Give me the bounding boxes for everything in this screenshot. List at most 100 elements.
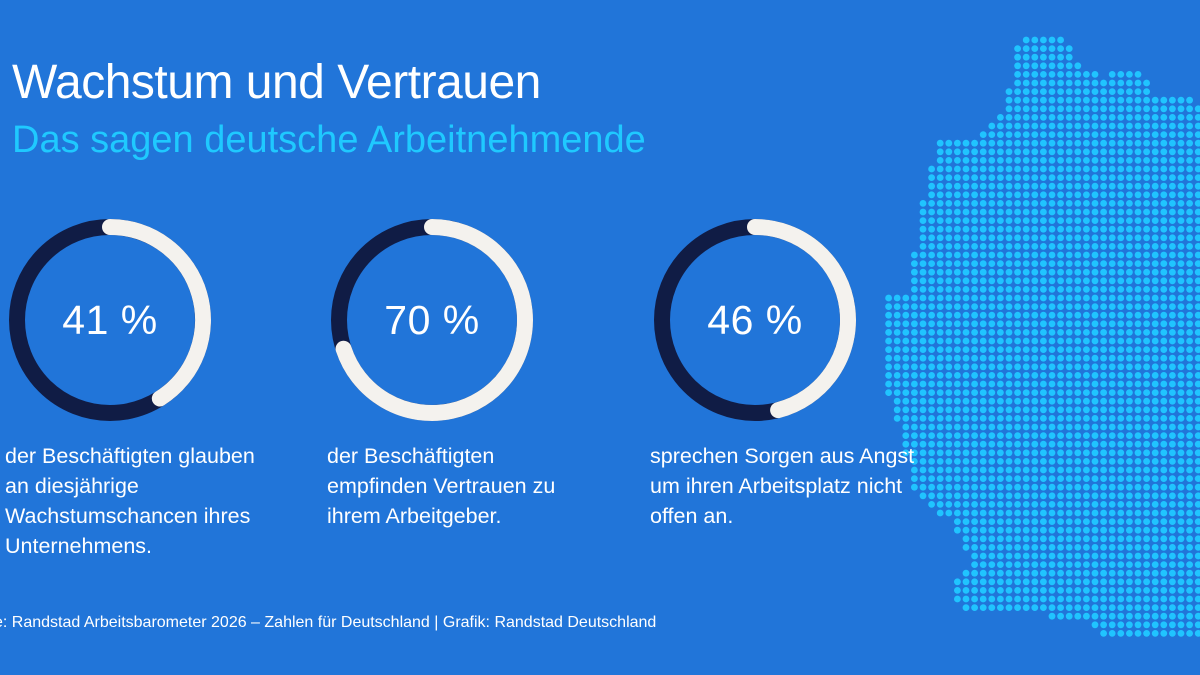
map-dot [1005, 105, 1013, 113]
map-dot [1126, 131, 1133, 139]
map-dot [1065, 475, 1073, 482]
map-dot [1031, 217, 1039, 225]
map-dot [1151, 466, 1159, 474]
map-dot [1014, 294, 1021, 302]
map-dot [1134, 535, 1142, 543]
map-dot [1083, 389, 1090, 396]
map-dot [1048, 432, 1056, 439]
map-dot [988, 604, 996, 611]
map-dot [1014, 88, 1021, 95]
map-dot [1014, 561, 1021, 568]
map-dot [962, 286, 970, 293]
map-dot [1143, 458, 1150, 465]
map-dot [1074, 604, 1082, 611]
map-dot [1057, 363, 1064, 371]
map-dot [979, 526, 987, 534]
map-dot [1108, 337, 1116, 345]
map-dot [936, 483, 944, 491]
map-dot [945, 294, 953, 302]
map-dot [1194, 423, 1200, 431]
map-dot [954, 208, 961, 216]
map-dot [1040, 526, 1047, 534]
map-dot [1134, 372, 1142, 379]
map-dot [979, 372, 987, 379]
map-dot [1143, 397, 1150, 405]
map-dot [1143, 243, 1150, 250]
map-dot [919, 251, 927, 259]
map-dot [1186, 483, 1193, 491]
map-dot [1177, 182, 1185, 190]
map-dot [1100, 96, 1107, 104]
map-dot [1177, 311, 1185, 319]
map-dot [1186, 337, 1193, 345]
map-dot [1040, 363, 1047, 371]
map-dot [1074, 372, 1082, 379]
map-dot [1117, 251, 1125, 259]
map-dot [1022, 320, 1030, 328]
map-dot [979, 148, 987, 156]
map-dot [971, 320, 978, 328]
map-dot [1186, 458, 1193, 465]
map-dot [1186, 157, 1193, 164]
map-dot [988, 483, 996, 491]
map-dot [1022, 501, 1030, 508]
map-dot [1126, 114, 1133, 121]
map-dot [945, 346, 953, 353]
map-dot [1177, 96, 1185, 104]
map-dot [1074, 458, 1082, 465]
map-dot [1091, 139, 1099, 147]
map-dot [1040, 509, 1047, 517]
map-dot [1194, 191, 1200, 199]
map-dot [1031, 294, 1039, 302]
map-dot [911, 423, 918, 431]
map-dot [1005, 552, 1013, 560]
map-dot [962, 535, 970, 543]
map-dot [928, 217, 935, 225]
map-dot [1057, 234, 1064, 242]
map-dot [1074, 157, 1082, 164]
map-dot [1014, 165, 1021, 173]
map-dot [1194, 458, 1200, 465]
map-dot [919, 389, 927, 396]
map-dot [1057, 449, 1064, 457]
map-dot [1194, 621, 1200, 629]
map-dot [1040, 406, 1047, 414]
map-dot [919, 294, 927, 302]
map-dot [1160, 372, 1168, 379]
map-dot [962, 380, 970, 388]
map-dot [902, 372, 910, 379]
map-dot [1160, 243, 1168, 250]
map-dot [945, 157, 953, 164]
map-dot [1040, 208, 1047, 216]
map-dot [1177, 612, 1185, 620]
map-dot [997, 397, 1004, 405]
map-dot [1083, 449, 1090, 457]
map-dot [1065, 79, 1073, 87]
map-dot [1100, 217, 1107, 225]
map-dot [1065, 415, 1073, 422]
map-dot [971, 561, 978, 568]
map-dot [962, 139, 970, 147]
map-dot [954, 251, 961, 259]
map-dot [979, 303, 987, 310]
map-dot [1083, 578, 1090, 586]
map-dot [919, 440, 927, 448]
map-dot [1143, 148, 1150, 156]
map-dot [1177, 389, 1185, 396]
map-dot [1143, 501, 1150, 508]
map-dot [1014, 346, 1021, 353]
map-dot [1177, 569, 1185, 577]
map-dot [1083, 346, 1090, 353]
map-dot [1134, 157, 1142, 164]
map-dot [1065, 114, 1073, 121]
map-dot [1117, 260, 1125, 267]
map-dot [1040, 354, 1047, 362]
map-dot [954, 415, 961, 422]
map-dot [979, 225, 987, 233]
map-dot [1040, 165, 1047, 173]
map-dot [1100, 329, 1107, 336]
map-dot [971, 165, 978, 173]
map-dot [954, 337, 961, 345]
map-dot [936, 363, 944, 371]
map-dot [971, 552, 978, 560]
